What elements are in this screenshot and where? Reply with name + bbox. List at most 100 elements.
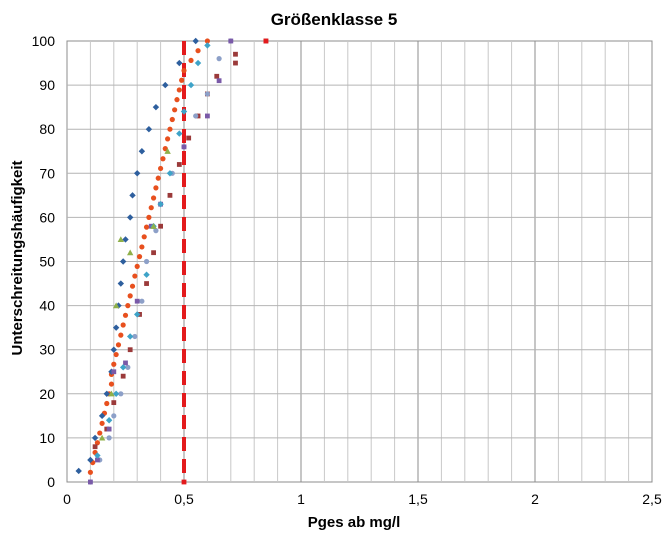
series-1 xyxy=(87,38,210,475)
y-tick-label: 40 xyxy=(39,298,55,314)
data-point xyxy=(94,452,101,459)
data-point xyxy=(118,332,124,338)
data-point xyxy=(157,200,164,208)
data-point xyxy=(115,342,122,348)
data-point xyxy=(129,192,136,199)
data-point xyxy=(108,390,115,397)
data-point xyxy=(179,77,185,83)
data-point xyxy=(167,126,173,132)
y-tick-label: 60 xyxy=(39,209,55,225)
y-tick-label: 90 xyxy=(39,77,55,93)
data-point xyxy=(153,228,159,234)
data-point xyxy=(164,148,171,154)
data-point xyxy=(181,144,187,150)
data-point xyxy=(136,254,143,260)
data-point xyxy=(233,51,238,57)
data-point xyxy=(91,434,99,442)
data-point xyxy=(162,81,169,89)
y-axis-label: Unterschreitungshäufigkeit xyxy=(9,160,26,355)
data-point xyxy=(155,175,161,181)
x-axis-label: Pges ab mg/l xyxy=(308,514,401,531)
data-point xyxy=(111,361,117,367)
data-point xyxy=(94,440,101,446)
x-tick-label: 0 xyxy=(63,491,71,507)
data-point xyxy=(88,479,93,485)
x-tick-label: 0,5 xyxy=(174,491,194,507)
data-point xyxy=(195,48,201,54)
data-point xyxy=(118,391,124,397)
data-point xyxy=(263,38,269,44)
series-7 xyxy=(98,148,171,441)
data-point xyxy=(129,283,136,289)
data-points xyxy=(75,37,269,485)
data-point xyxy=(151,250,156,256)
data-point xyxy=(216,56,222,62)
data-point xyxy=(134,311,141,318)
series-8 xyxy=(181,38,269,485)
data-point xyxy=(165,136,171,142)
x-tick-label: 1,5 xyxy=(408,491,428,507)
data-point xyxy=(126,333,134,340)
y-axis-ticks: 0 10 20 30 40 50 60 70 80 90 100 xyxy=(32,33,56,490)
data-point xyxy=(132,273,138,279)
data-point xyxy=(112,324,120,331)
data-point xyxy=(120,322,126,328)
x-tick-label: 2 xyxy=(531,491,539,507)
data-point xyxy=(106,435,112,441)
data-point xyxy=(117,236,125,243)
data-point xyxy=(125,364,131,370)
data-point xyxy=(181,479,187,485)
data-point xyxy=(127,347,133,353)
data-point xyxy=(158,165,164,172)
data-point xyxy=(113,351,119,358)
data-point xyxy=(186,135,192,141)
data-point xyxy=(141,234,147,240)
y-tick-label: 10 xyxy=(39,430,55,446)
y-tick-label: 100 xyxy=(32,33,56,49)
data-point xyxy=(95,457,100,463)
data-point xyxy=(138,148,146,155)
data-point xyxy=(187,81,195,89)
data-point xyxy=(174,97,180,103)
data-point xyxy=(127,293,133,299)
data-point xyxy=(193,113,199,119)
data-point xyxy=(112,390,120,397)
data-point xyxy=(172,107,178,113)
data-point xyxy=(87,469,93,475)
data-point xyxy=(126,249,134,256)
data-point xyxy=(92,444,98,450)
y-tick-label: 0 xyxy=(47,474,55,490)
y-tick-label: 70 xyxy=(39,165,55,181)
data-point xyxy=(99,420,105,426)
data-point xyxy=(214,73,220,79)
data-point xyxy=(87,456,94,464)
data-point xyxy=(143,224,150,230)
data-point xyxy=(176,162,182,167)
x-tick-label: 1 xyxy=(297,491,305,507)
data-point xyxy=(144,281,149,286)
x-tick-label: 2,5 xyxy=(642,491,662,507)
data-point xyxy=(204,91,210,97)
data-point xyxy=(132,333,138,340)
data-point xyxy=(120,373,126,379)
data-point xyxy=(181,67,187,74)
data-point xyxy=(97,430,103,436)
data-point xyxy=(204,42,211,49)
data-point xyxy=(148,205,154,211)
data-point xyxy=(106,426,112,432)
data-point xyxy=(145,126,153,133)
data-point xyxy=(160,156,166,162)
data-point xyxy=(104,400,110,407)
data-point xyxy=(204,38,210,44)
data-point xyxy=(111,413,117,419)
series-6 xyxy=(94,42,211,459)
data-point xyxy=(233,60,238,66)
data-point xyxy=(75,467,82,475)
data-point xyxy=(111,369,117,375)
data-point xyxy=(167,192,173,198)
data-point xyxy=(98,434,106,441)
data-point xyxy=(122,312,129,318)
y-tick-label: 80 xyxy=(39,121,55,137)
